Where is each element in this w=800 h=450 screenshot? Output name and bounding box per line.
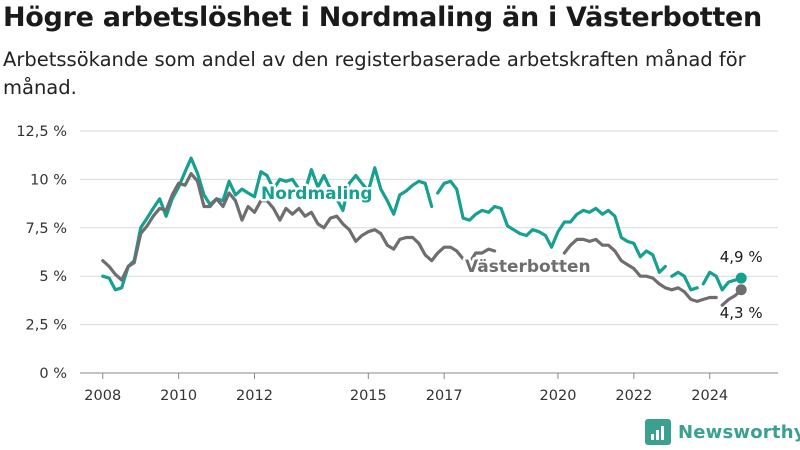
x-tick-label: 2020 [540, 388, 577, 404]
end-value-label: 4,9 % [720, 248, 763, 266]
x-tick-label: 2017 [426, 388, 463, 404]
series-line-nordmaling [101, 156, 434, 292]
x-tick-label: 2012 [236, 388, 273, 404]
series-line-nordmaling [701, 270, 743, 292]
x-tick-label: 2008 [84, 388, 121, 404]
y-tick-label: 12,5 % [16, 124, 67, 140]
x-tick-label: 2015 [350, 388, 387, 404]
brand-name: Newsworthy [678, 421, 800, 443]
y-tick-label: 2,5 % [26, 318, 67, 334]
x-tick-label: 2024 [691, 388, 728, 404]
series-line-nordmaling [436, 179, 667, 274]
series-line-nordmaling [670, 270, 699, 292]
series-line-vsterbotten [101, 172, 497, 282]
y-tick-label: 7,5 % [26, 221, 67, 237]
series-label-nordmaling: Nordmaling [261, 184, 373, 204]
newsworthy-logo[interactable]: Newsworthy [645, 419, 800, 445]
end-point-vasterbotten [735, 284, 747, 296]
y-tick-label: 5 % [39, 269, 67, 285]
chart-subtitle: Arbetssökande som andel av den registerb… [3, 48, 746, 99]
end-value-label: 4,3 % [720, 304, 763, 322]
y-tick-label: 10 % [30, 172, 67, 188]
bar-chart-icon [645, 419, 671, 445]
end-point-nordmaling [735, 272, 747, 284]
x-tick-label: 2022 [615, 388, 652, 404]
series-label-vasterbotten: Västerbotten [465, 257, 591, 277]
chart-title: Högre arbetslöshet i Nordmaling än i Väs… [3, 2, 762, 33]
x-tick-label: 2010 [160, 388, 197, 404]
series-line-vsterbotten [562, 237, 718, 303]
y-tick-label: 0 % [39, 366, 67, 382]
